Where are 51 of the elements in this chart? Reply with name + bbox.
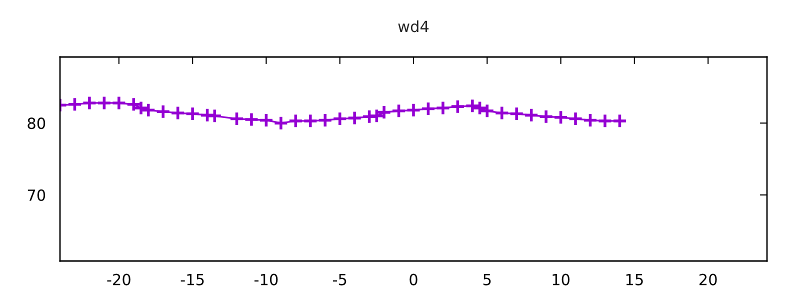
point	[96, 95, 112, 111]
point	[200, 108, 215, 123]
x-tick-label: 10	[552, 274, 570, 286]
x-tick-label: 15	[626, 274, 643, 286]
y-tick-label: 80	[28, 118, 46, 130]
point	[133, 100, 149, 116]
point	[582, 112, 598, 128]
point	[508, 106, 524, 122]
point	[494, 105, 510, 121]
point	[524, 108, 539, 123]
point	[258, 112, 274, 128]
x-tick-label: -10	[254, 274, 278, 286]
point	[67, 96, 82, 112]
point	[155, 104, 171, 120]
x-tick-label: 5	[483, 274, 491, 286]
chart-title: wd4	[398, 20, 429, 32]
point	[288, 113, 304, 129]
point	[553, 110, 568, 125]
point	[184, 106, 200, 122]
point	[472, 100, 488, 116]
point	[126, 96, 142, 112]
x-tick-label: -15	[180, 274, 204, 286]
point	[568, 111, 584, 126]
x-tick-label: 0	[410, 274, 418, 286]
point	[140, 102, 156, 118]
point	[302, 113, 318, 129]
point	[207, 108, 222, 124]
point	[420, 101, 436, 116]
x-tick-label: 20	[699, 274, 717, 286]
point	[597, 113, 613, 129]
point	[229, 111, 244, 126]
x-tick-label: -20	[107, 274, 130, 286]
y-tick-label: 70	[28, 189, 46, 201]
point	[317, 112, 333, 128]
point	[170, 105, 186, 121]
point	[362, 108, 377, 124]
point	[435, 100, 451, 116]
point	[480, 103, 495, 119]
point	[450, 98, 466, 114]
point	[538, 108, 554, 124]
point	[332, 111, 348, 126]
point	[273, 115, 289, 131]
point	[346, 110, 362, 126]
point	[391, 103, 406, 119]
point	[111, 95, 127, 111]
point	[612, 113, 628, 129]
point	[406, 102, 422, 118]
x-tick-label: -5	[332, 274, 346, 286]
point	[464, 98, 480, 114]
point	[244, 112, 260, 128]
point	[82, 95, 98, 111]
